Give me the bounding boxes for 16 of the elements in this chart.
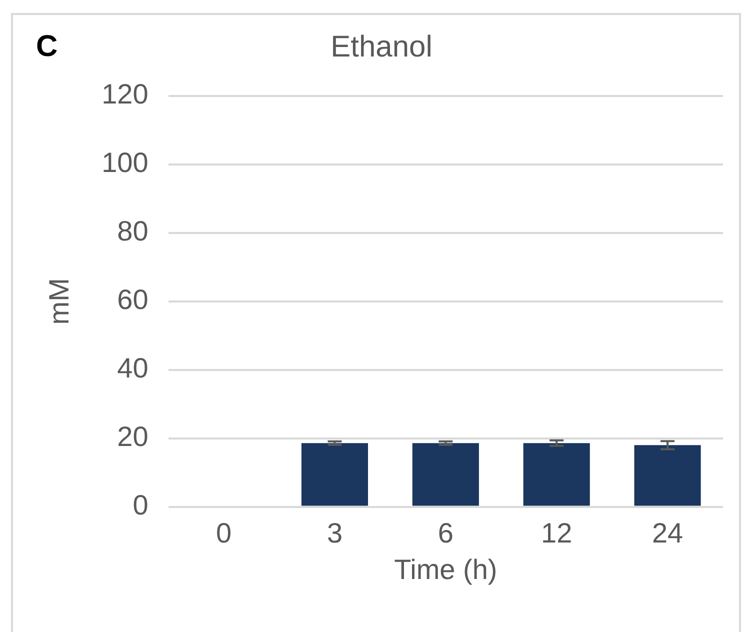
- chart-title: Ethanol: [330, 30, 432, 64]
- y-tick-label: 20: [117, 421, 148, 452]
- y-tick-label: 40: [117, 352, 148, 384]
- text: C: [36, 30, 58, 64]
- x-axis-title: Time (h): [394, 554, 498, 585]
- x-tick-label: 0: [216, 517, 232, 548]
- y-tick-label: 80: [117, 216, 148, 247]
- x-tick-label: 6: [438, 517, 454, 548]
- y-tick-label: 120: [102, 78, 148, 110]
- y-axis-title: mM: [44, 278, 75, 325]
- y-tick-label: 0: [132, 490, 148, 521]
- x-tick-label: 3: [326, 517, 343, 548]
- y-tick-label: 60: [117, 284, 148, 316]
- y-tick-label: 100: [102, 147, 148, 178]
- x-tick-label: 24: [652, 517, 684, 548]
- x-tick-label: 12: [541, 517, 572, 548]
